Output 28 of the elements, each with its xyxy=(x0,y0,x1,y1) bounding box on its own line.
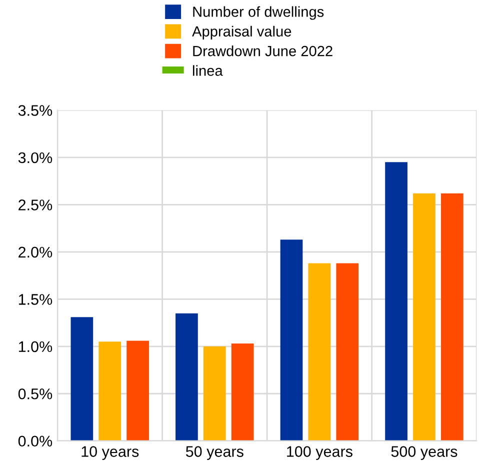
legend-label: Drawdown June 2022 xyxy=(193,46,332,56)
bar xyxy=(413,193,436,441)
x-tick-label: 50 years xyxy=(186,446,244,460)
bar xyxy=(280,240,303,441)
bar xyxy=(231,344,254,441)
bar xyxy=(70,317,94,441)
bar xyxy=(308,263,331,441)
x-tick-label: 10 years xyxy=(82,446,139,460)
bar xyxy=(440,193,464,441)
y-tick-label: 2.0% xyxy=(18,246,52,258)
bar xyxy=(203,346,226,441)
x-tick-label: 500 years xyxy=(391,446,458,460)
bar xyxy=(336,263,359,441)
y-tick-label: 1.5% xyxy=(18,294,52,305)
y-tick-label: 3.5% xyxy=(18,105,52,116)
legend-label: linea xyxy=(193,65,223,76)
legend-label: Appraisal value xyxy=(192,26,292,40)
y-tick-label: 0.0% xyxy=(18,436,52,447)
bar xyxy=(126,340,149,441)
y-tick-label: 1.0% xyxy=(18,341,52,352)
bar xyxy=(385,162,408,441)
bar xyxy=(176,313,198,441)
bar xyxy=(98,342,122,441)
x-tick-label: 100 years xyxy=(287,446,352,460)
y-tick-label: 2.5% xyxy=(18,200,52,210)
y-tick-label: 0.5% xyxy=(18,388,52,400)
legend-label: Number of dwellings xyxy=(193,6,324,20)
y-tick-label: 3.0% xyxy=(18,152,52,164)
